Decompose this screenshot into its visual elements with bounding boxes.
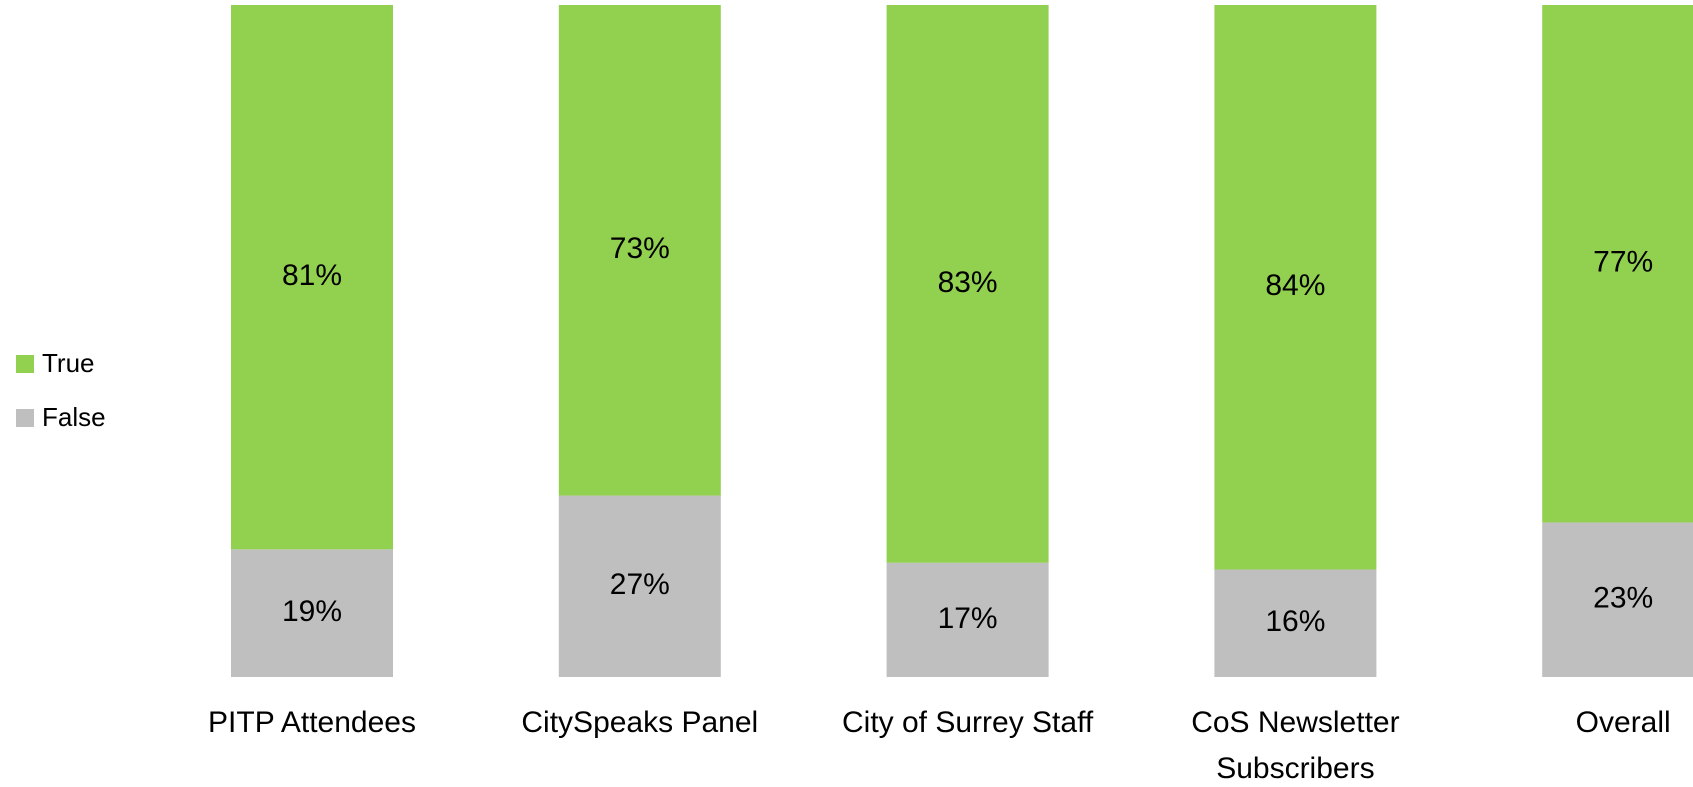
legend-label: False (42, 402, 106, 432)
x-tick-label: CitySpeaks Panel (521, 706, 759, 739)
legend-swatch (16, 408, 34, 427)
x-tick-label: CoS Newsletter Subscribers (1191, 706, 1400, 785)
bar-segment (886, 562, 1049, 677)
legend-label: True (42, 348, 95, 378)
bar-segment (1542, 522, 1693, 677)
bar-segment (558, 495, 721, 677)
bar-segment (231, 549, 393, 677)
data-label: 23% (1593, 582, 1653, 615)
x-tick-label: City of Surrey Staff (841, 706, 1094, 739)
bar-segment (558, 5, 721, 496)
data-label: 19% (282, 595, 342, 628)
legend-item: False (16, 402, 106, 433)
bar-segment (1214, 5, 1377, 570)
legend-item: True (16, 348, 95, 379)
bar-segment (886, 5, 1049, 563)
data-label: 77% (1593, 246, 1653, 279)
data-label: 16% (1265, 605, 1325, 638)
legend-swatch (16, 354, 34, 373)
data-label: 27% (610, 568, 670, 601)
data-label: 84% (1265, 269, 1325, 302)
x-tick-label: PITP Attendees (208, 706, 416, 739)
data-label: 83% (938, 266, 998, 299)
bar-segment (231, 5, 393, 550)
data-label: 17% (938, 602, 998, 635)
data-label: 73% (610, 232, 670, 265)
bar-segment (1542, 5, 1693, 523)
data-label: 81% (282, 259, 342, 292)
bar-segment (1214, 569, 1377, 677)
x-tick-label: Overall (1575, 706, 1671, 739)
